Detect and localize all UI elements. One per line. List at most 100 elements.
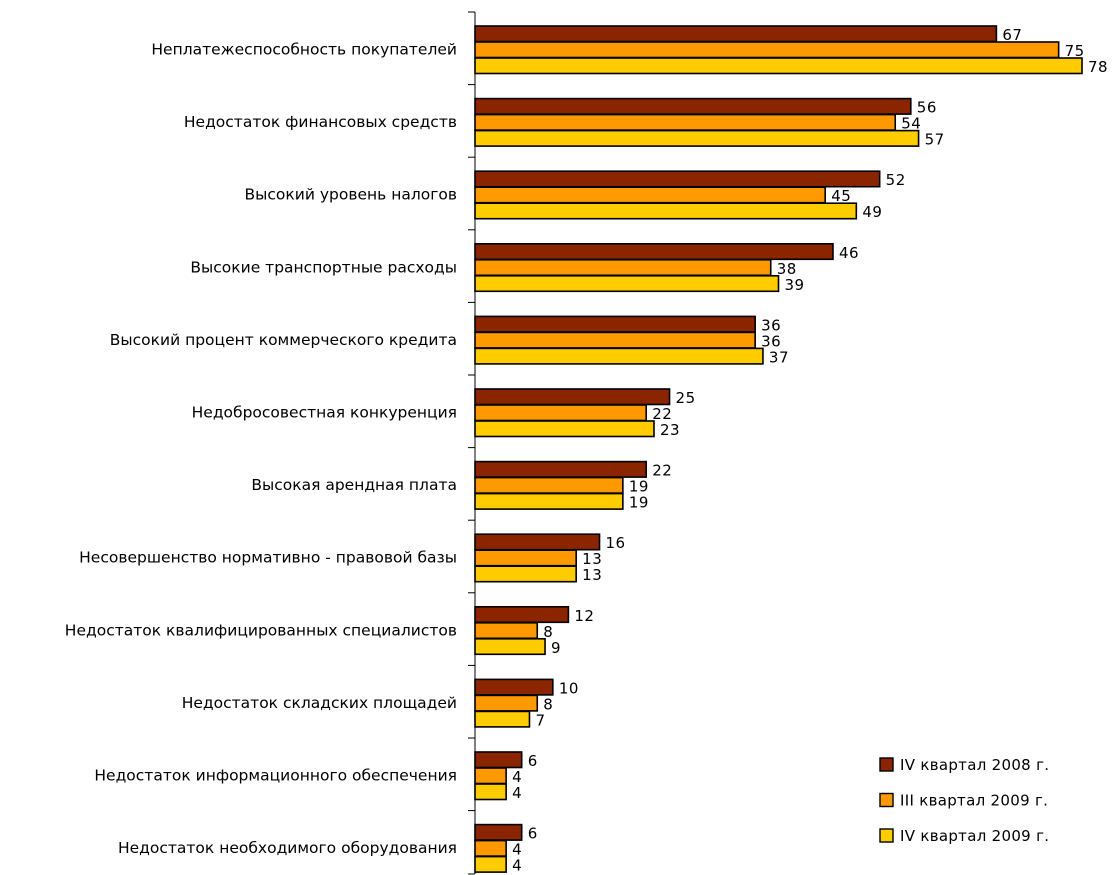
bar [474,492,624,510]
data-label: 39 [785,276,805,294]
bar [474,751,523,769]
data-label: 56 [917,99,937,117]
data-label: 4 [512,841,522,859]
bar [474,783,507,801]
bar [474,315,756,333]
bar [474,621,539,640]
data-label: 38 [777,260,797,278]
category-label: Недостаток квалифицированных специалисто… [65,621,457,639]
bar [474,533,601,551]
bar [474,347,764,365]
data-label: 45 [831,187,851,205]
bar [474,404,648,422]
bar [474,823,523,841]
bar [474,460,648,478]
category-label: Недостаток информационного обеспечения [94,767,457,785]
category-label: Недостаток необходимого оборудования [118,839,457,857]
data-label: 67 [1002,26,1022,44]
data-label: 49 [862,203,882,221]
data-label: 13 [582,550,602,568]
bar [474,274,780,293]
bar [474,113,897,131]
data-label: 4 [512,768,522,786]
bar [474,97,912,115]
bar [474,420,655,438]
bar-group: 10 87 Недостаток складских площадей [182,678,579,729]
data-label: 75 [1065,42,1085,60]
data-label: 7 [535,711,545,729]
data-label: 9 [551,639,561,657]
legend-item: IV квартал 2009 г. [879,827,1049,845]
legend-swatch [879,792,894,808]
data-label: 6 [528,825,538,843]
bar [474,57,1083,75]
legend-label: III квартал 2009 г. [900,792,1048,810]
data-label: 54 [901,115,921,133]
bar [474,855,507,873]
category-label: Неплатежеспособность покупателей [151,41,457,59]
bar [474,388,671,406]
bar [474,170,881,188]
data-label: 22 [652,462,672,480]
data-label: 52 [886,171,906,189]
bar [474,549,577,567]
category-label: Недостаток финансовых средств [184,113,457,131]
category-label: Высокие транспортные расходы [190,258,457,276]
bar [474,839,507,857]
category-label: Высокий уровень налогов [245,186,457,204]
bar [474,25,998,43]
legend-swatch [879,828,894,843]
bar [474,476,624,494]
data-label: 4 [512,857,522,875]
category-label: Недостаток складских площадей [182,694,457,712]
bar-group: 52 45 49 Высокий уровень налогов [245,170,906,221]
data-label: 78 [1088,58,1108,76]
legend-swatch [879,757,894,772]
bar [474,565,577,583]
data-label: 57 [925,131,945,149]
category-label: Высокая арендная плата [251,476,457,494]
data-label: 10 [559,679,579,697]
data-label: 8 [543,623,553,641]
category-label: Недобросовестная конкуренция [192,404,457,422]
bar-group: 644 Недостаток информационного обеспечени… [94,751,538,802]
bar [474,694,539,712]
bar [474,605,570,624]
bar [474,202,858,220]
bar [474,129,920,147]
data-label: 36 [761,332,781,350]
data-label: 46 [839,244,859,262]
legend-item: III квартал 2009 г. [879,792,1048,810]
bar-group: 12 89 Недостаток квалифицированных специал… [65,605,594,657]
bar [474,678,554,696]
data-label: 16 [606,534,626,552]
bar [474,710,531,728]
data-label: 8 [543,695,553,713]
data-label: 12 [574,607,594,625]
bar [474,258,772,277]
data-label: 23 [660,421,680,439]
data-label: 19 [629,478,649,496]
legend: IV квартал 2008 г. III квартал 2009 г. IV … [879,756,1049,845]
bar [474,243,834,261]
data-label: 6 [528,752,538,770]
category-label: Высокий процент коммерческого кредита [110,331,457,349]
data-label: 4 [512,784,522,802]
legend-label: IV квартал 2009 г. [900,827,1049,845]
data-label: 37 [769,348,789,366]
bar [474,41,1060,59]
bar [474,331,756,349]
bar [474,186,826,204]
data-label: 36 [761,316,781,334]
data-label: 13 [582,566,602,584]
data-label: 19 [629,494,649,512]
category-label: Несовершенство нормативно - правовой баз… [79,549,457,567]
